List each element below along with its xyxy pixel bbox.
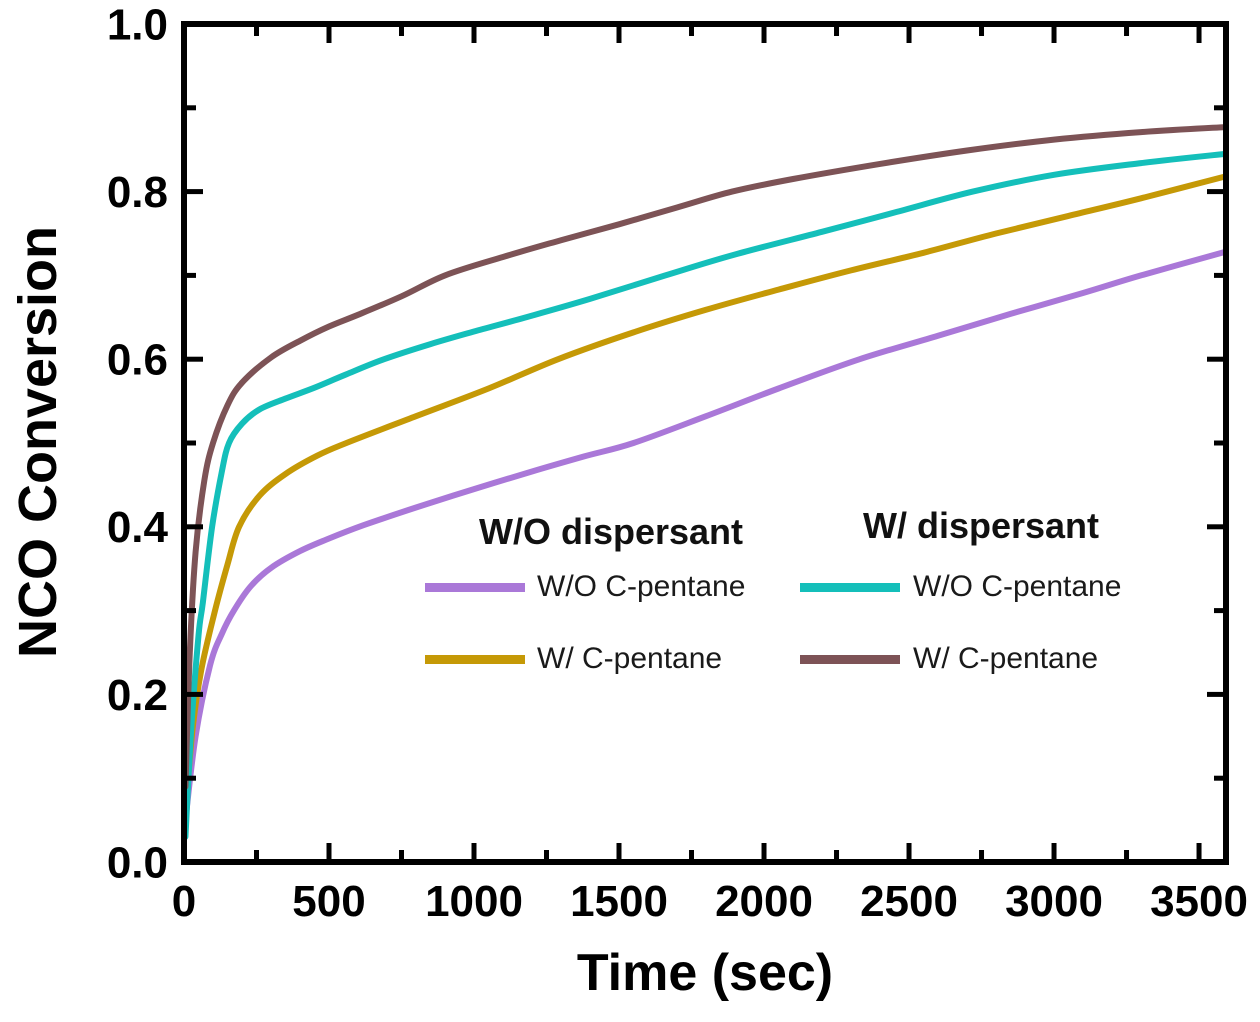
- y-tick-label: 0.4: [107, 503, 169, 552]
- legend-swatch-brown-line: [800, 655, 900, 664]
- x-tick-label: 1000: [425, 877, 523, 926]
- legend-label: W/ C-pentane: [537, 642, 723, 675]
- legend-swatch-teal-line: [800, 583, 900, 592]
- y-tick-label: 0.2: [107, 671, 168, 720]
- legend-header-w-dispersant: W/ dispersant: [862, 505, 1100, 546]
- legend-swatch-purple-line: [425, 583, 525, 592]
- y-tick-label: 0.8: [107, 168, 168, 217]
- x-axis-title: Time (sec): [576, 944, 834, 1002]
- x-tick-label: 0: [172, 877, 196, 926]
- legend-header-wo-dispersant: W/O dispersant: [478, 511, 744, 552]
- legend-label: W/ C-pentane: [913, 642, 1099, 675]
- curve-w_disp_wo_cp: [184, 150, 1226, 840]
- x-tick-label: 2500: [860, 877, 958, 926]
- x-tick-label: 2000: [715, 877, 813, 926]
- y-tick-label: 1.0: [107, 0, 168, 49]
- y-tick-label: 0.0: [107, 838, 168, 887]
- y-tick-label: 0.6: [107, 336, 168, 385]
- curve-wo_disp_wo_cp: [184, 248, 1226, 824]
- legend-swatch-gold-line: [425, 655, 525, 664]
- curve-w_disp_w_cp: [184, 124, 1226, 790]
- legend-label: W/O C-pentane: [913, 570, 1122, 603]
- curve-wo_disp_w_cp: [184, 173, 1226, 815]
- axes-frame: [181, 21, 1229, 865]
- x-tick-label: 3000: [1005, 877, 1103, 926]
- x-tick-label: 1500: [570, 877, 668, 926]
- x-tick-label: 500: [292, 877, 365, 926]
- x-tick-label: 3500: [1150, 877, 1248, 926]
- legend-label: W/O C-pentane: [537, 570, 746, 603]
- y-axis-title: NCO Conversion: [8, 225, 68, 659]
